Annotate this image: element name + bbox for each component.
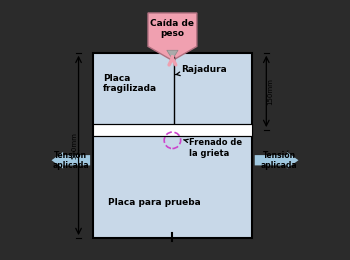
- Text: Tensión
aplicada: Tensión aplicada: [52, 151, 89, 170]
- FancyArrow shape: [51, 152, 90, 168]
- Bar: [93, 124, 252, 136]
- Text: Placa para prueba: Placa para prueba: [108, 198, 201, 206]
- Polygon shape: [167, 50, 178, 59]
- Text: Placa
fragilizada: Placa fragilizada: [103, 74, 157, 93]
- Text: Rajadura: Rajadura: [176, 65, 227, 76]
- Polygon shape: [148, 13, 197, 61]
- Text: 150mm: 150mm: [267, 78, 273, 105]
- Text: Caída de
peso: Caída de peso: [150, 19, 195, 38]
- FancyArrow shape: [255, 152, 299, 168]
- Text: 500mm: 500mm: [72, 132, 78, 159]
- Text: Frenado de
la grieta: Frenado de la grieta: [184, 138, 242, 158]
- Text: Tensión
aplicada: Tensión aplicada: [261, 151, 298, 170]
- Bar: [93, 53, 252, 238]
